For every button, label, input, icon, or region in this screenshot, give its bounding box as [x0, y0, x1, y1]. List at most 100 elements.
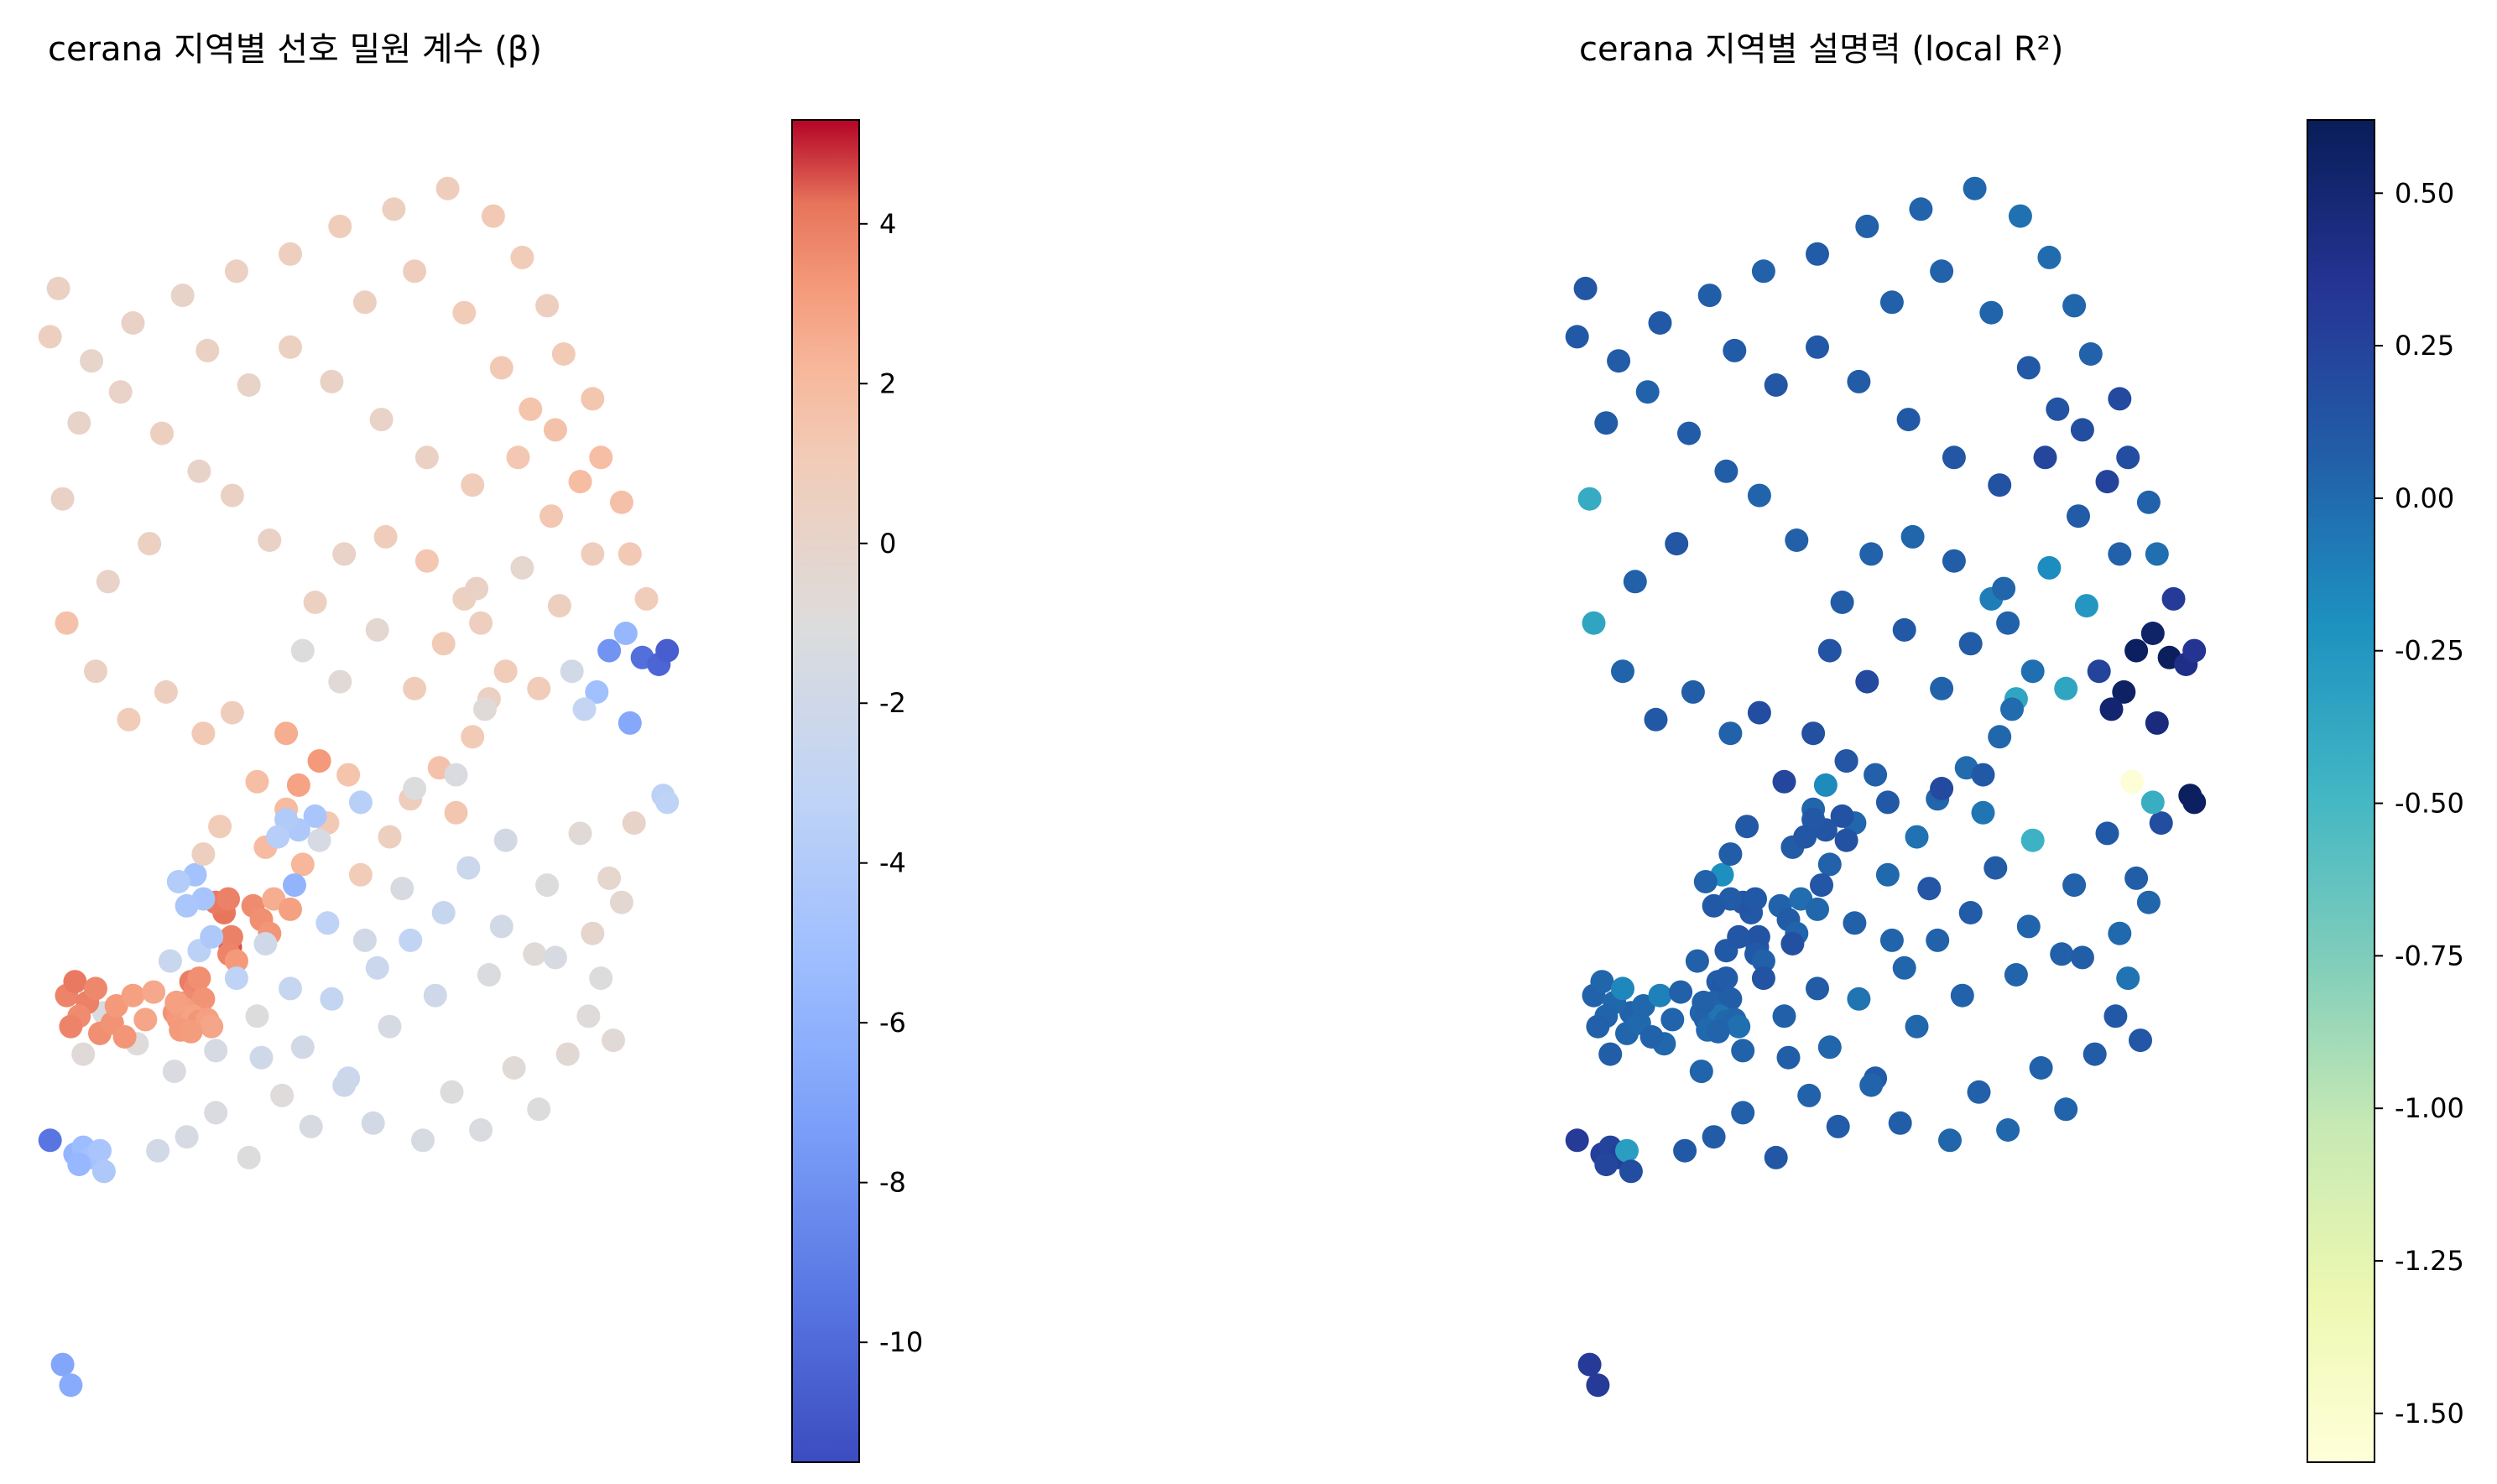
- left-colorbar-tick-label: 0: [879, 528, 896, 560]
- right-point: [1776, 1045, 1801, 1070]
- left-point: [84, 659, 107, 684]
- left-point: [332, 1073, 357, 1097]
- left-point: [146, 1138, 170, 1163]
- left-point: [622, 811, 646, 836]
- right-point: [1702, 1125, 1726, 1149]
- right-point: [1727, 1014, 1751, 1039]
- left-point: [423, 983, 447, 1008]
- right-point: [1930, 259, 1954, 284]
- right-point: [1660, 1008, 1685, 1032]
- right-point: [2124, 638, 2149, 663]
- left-point: [465, 576, 489, 601]
- right-point: [1594, 1153, 1619, 1177]
- left-point: [369, 408, 394, 432]
- right-point: [1926, 928, 1950, 952]
- right-colorbar-tick-label: -1.25: [2395, 1245, 2464, 1277]
- left-point: [283, 873, 306, 898]
- right-point: [2145, 542, 2169, 566]
- left-point: [208, 815, 232, 839]
- left-point: [279, 242, 302, 266]
- right-point: [1598, 1042, 1623, 1066]
- left-point: [195, 338, 220, 362]
- left-point: [162, 1060, 186, 1084]
- left-point: [414, 445, 439, 470]
- right-point: [1744, 887, 1767, 911]
- left-point: [112, 1025, 137, 1049]
- right-point: [1619, 1159, 1643, 1184]
- right-point: [1785, 529, 1809, 552]
- left-point: [403, 777, 427, 800]
- left-point: [138, 532, 162, 556]
- right-point: [1830, 804, 1854, 828]
- left-point: [618, 711, 642, 735]
- left-point: [452, 300, 477, 325]
- left-point: [461, 725, 485, 749]
- left-point: [328, 214, 352, 238]
- left-point: [602, 1028, 625, 1053]
- left-point: [365, 955, 389, 980]
- right-point: [1565, 1128, 1589, 1153]
- left-point: [502, 1056, 526, 1080]
- right-point: [2070, 418, 2094, 442]
- left-point: [510, 555, 534, 580]
- left-point: [493, 659, 518, 684]
- right-point: [1817, 852, 1842, 877]
- right-point: [2008, 204, 2032, 228]
- left-point: [535, 294, 560, 318]
- right-point: [2033, 445, 2057, 470]
- left-point: [274, 721, 299, 746]
- right-point: [1764, 1145, 1788, 1169]
- right-point: [1747, 700, 1771, 725]
- right-point: [2124, 866, 2149, 890]
- left-panel: cerana 지역별 선호 밀원 계수 (β): [38, 30, 923, 1463]
- left-point: [589, 966, 613, 991]
- right-point: [2116, 445, 2140, 470]
- right-point: [1826, 1114, 1850, 1138]
- right-point: [1586, 1373, 1610, 1398]
- right-point: [1859, 1073, 1884, 1097]
- left-point: [279, 897, 302, 921]
- right-point: [2099, 697, 2124, 721]
- right-point: [1673, 1138, 1697, 1163]
- right-point: [1892, 617, 1916, 642]
- left-point: [560, 659, 584, 684]
- left-point: [253, 932, 278, 955]
- right-point: [1971, 800, 1995, 825]
- right-point: [1577, 1352, 1602, 1377]
- left-point: [585, 680, 609, 704]
- right-point: [1896, 408, 1921, 432]
- right-point: [1727, 924, 1751, 949]
- left-point: [216, 887, 240, 911]
- right-point: [1718, 842, 1743, 867]
- left-point: [390, 877, 414, 901]
- right-point: [2108, 387, 2132, 411]
- left-point: [303, 804, 327, 828]
- right-colorbar-tick-label: 0.25: [2395, 330, 2454, 362]
- right-point: [1900, 524, 1925, 549]
- right-point: [1806, 976, 1829, 1001]
- right-colorbar: 0.50 0.25 0.00 -0.25 -0.50 -0.75 -1.00 -1.25 -1.…: [2307, 119, 2464, 1463]
- left-point: [510, 245, 534, 269]
- left-point: [361, 1111, 385, 1135]
- left-colorbar-tick-label: -8: [879, 1167, 906, 1199]
- right-point: [2108, 542, 2132, 566]
- left-point: [67, 411, 91, 435]
- left-point: [523, 942, 547, 966]
- left-point: [444, 763, 468, 787]
- left-point: [572, 697, 597, 721]
- right-point: [1917, 877, 1942, 901]
- left-point: [71, 1042, 96, 1066]
- right-point: [1681, 680, 1705, 704]
- left-point: [175, 1125, 199, 1149]
- right-point: [1905, 1014, 1929, 1039]
- right-colorbar-gradient: [2307, 119, 2375, 1463]
- left-point: [609, 890, 633, 914]
- right-point: [1648, 983, 1672, 1008]
- right-point: [1817, 1035, 1842, 1060]
- left-colorbar-tick-label: -4: [879, 847, 906, 879]
- left-point: [352, 928, 377, 952]
- left-point: [568, 470, 592, 494]
- left-point: [320, 987, 344, 1011]
- left-point: [320, 369, 344, 393]
- left-point: [609, 490, 633, 514]
